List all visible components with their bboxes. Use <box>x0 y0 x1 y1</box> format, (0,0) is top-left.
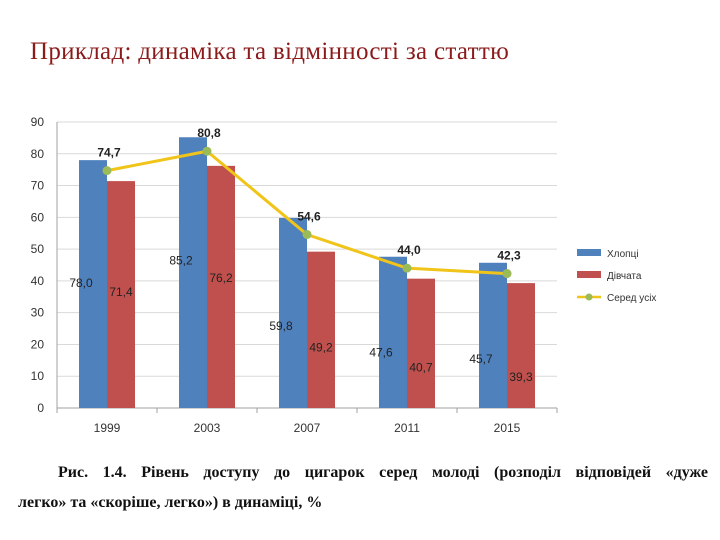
legend-label: Дівчата <box>607 271 642 282</box>
line-point <box>402 263 412 273</box>
legend-marker <box>585 293 593 301</box>
line-data-label: 80,8 <box>197 126 221 140</box>
bar-data-label: 85,2 <box>169 253 193 267</box>
bar-boys <box>379 256 407 408</box>
y-tick-label: 20 <box>31 337 45 351</box>
legend-swatch <box>577 271 601 278</box>
bar-data-label: 71,4 <box>109 285 133 299</box>
line-point <box>202 146 212 156</box>
bar-girls <box>407 278 435 408</box>
line-point <box>302 229 312 239</box>
line-point <box>502 269 512 279</box>
x-tick-label: 2003 <box>194 421 221 435</box>
bar-data-label: 40,7 <box>409 361 433 375</box>
y-tick-label: 30 <box>31 306 45 320</box>
bar-data-label: 76,2 <box>209 271 233 285</box>
caption-line-1: Рис. 1.4. Рівень доступу до цигарок сере… <box>58 464 708 481</box>
x-tick-label: 2011 <box>394 421 420 435</box>
y-tick-label: 70 <box>31 179 45 193</box>
bar-girls <box>507 283 535 408</box>
bar-data-label: 45,7 <box>469 352 493 366</box>
x-tick-label: 2015 <box>494 421 521 435</box>
bar-data-label: 39,3 <box>509 370 533 384</box>
x-tick-label: 2007 <box>294 421 321 435</box>
bar-data-label: 49,2 <box>309 341 333 355</box>
bar-girls <box>307 251 335 408</box>
y-tick-label: 90 <box>31 115 45 129</box>
caption-line-2: легко» та «скоріше, легко») в динаміці, … <box>18 494 323 511</box>
bar-boys <box>279 217 307 408</box>
y-tick-label: 10 <box>31 369 45 383</box>
slide-title: Приклад: динаміка та відмінності за стат… <box>30 38 510 65</box>
bar-girls <box>207 165 235 408</box>
y-tick-label: 60 <box>31 210 45 224</box>
x-tick-label: 1999 <box>94 421 121 435</box>
chart: 0 10 20 30 40 50 60 70 80 90 1999 2003 2007 2011 2015 7… <box>31 115 657 435</box>
line-data-label: 54,6 <box>297 209 321 223</box>
y-tick-label: 50 <box>31 242 45 256</box>
y-tick-label: 40 <box>31 274 45 288</box>
bar-boys <box>479 262 507 408</box>
bar-data-label: 59,8 <box>269 319 293 333</box>
line-data-label: 44,0 <box>397 243 421 257</box>
y-tick-label: 80 <box>31 147 45 161</box>
legend-label: Серед усіх <box>607 293 656 304</box>
bar-data-label: 78,0 <box>69 276 93 290</box>
figure-caption: Рис. 1.4. Рівень доступу до цигарок сере… <box>18 458 708 518</box>
bar-girls <box>107 181 135 408</box>
bar-boys <box>179 137 207 408</box>
y-tick-label: 0 <box>37 401 44 415</box>
line-point <box>102 166 112 176</box>
legend-swatch <box>577 249 601 256</box>
line-data-label: 74,7 <box>97 146 121 160</box>
bar-boys <box>79 160 107 408</box>
bar-data-label: 47,6 <box>369 346 393 360</box>
line-data-label: 42,3 <box>497 249 521 263</box>
legend-label: Хлопці <box>607 249 639 260</box>
